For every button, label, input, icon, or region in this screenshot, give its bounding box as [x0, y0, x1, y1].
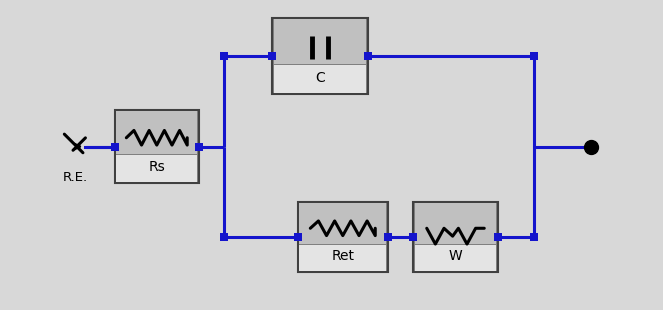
Bar: [300, 203, 386, 244]
Text: Ret: Ret: [332, 250, 354, 264]
Bar: [272, 18, 368, 95]
Bar: [116, 155, 198, 182]
Bar: [415, 245, 496, 271]
Bar: [415, 203, 496, 244]
Bar: [116, 111, 198, 154]
Text: W: W: [449, 250, 462, 264]
Bar: [300, 245, 386, 271]
Bar: [298, 202, 388, 272]
Bar: [274, 65, 367, 93]
Text: C: C: [316, 71, 325, 85]
Bar: [274, 20, 367, 64]
Text: Rs: Rs: [149, 160, 165, 174]
Bar: [413, 202, 498, 272]
Text: R.E.: R.E.: [62, 171, 88, 184]
Bar: [115, 110, 199, 183]
